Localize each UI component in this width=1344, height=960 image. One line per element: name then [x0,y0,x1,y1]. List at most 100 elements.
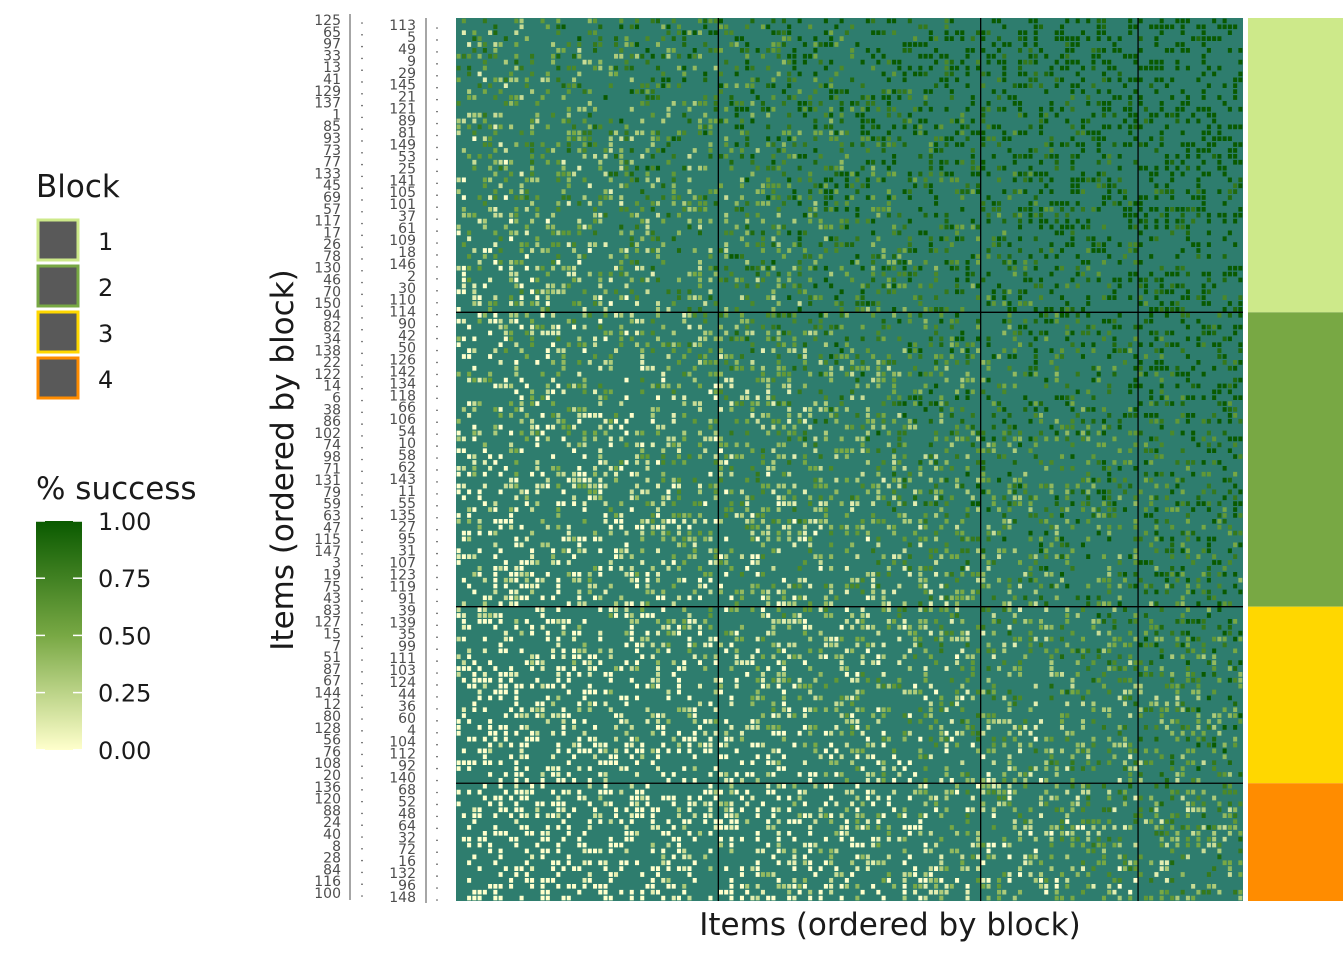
row-label-dot [436,254,438,256]
row-label-dot [361,682,363,685]
row-label: 27 [398,520,416,536]
row-label: 33 [323,48,341,64]
row-label: 96 [398,878,416,894]
row-label-dot [361,859,363,862]
row-label-dot [361,623,363,626]
row-label: 116 [314,874,341,890]
row-label: 134 [389,376,416,392]
row-label: 59 [323,497,341,513]
row-label-dot [361,588,363,591]
row-label-dot [361,871,363,874]
row-label-dot [361,612,363,614]
row-label-dot [436,636,438,639]
row-label: 5 [407,30,416,46]
row-label-dot [361,529,363,532]
block-sidebar-1 [1248,18,1343,313]
row-label-dot [436,743,438,746]
row-label: 43 [323,591,341,607]
row-label-dot [361,116,363,119]
block-legend-swatch-4 [36,356,80,400]
row-label-dot [436,170,438,173]
row-label: 88 [323,803,341,819]
row-label: 137 [314,96,341,112]
row-label: 92 [398,759,416,775]
y-axis-title: Items (ordered by block) [265,269,301,650]
row-label-dot [361,564,363,567]
row-label-dot [361,151,363,154]
row-label: 47 [323,520,341,536]
row-label-dot [361,482,363,484]
row-label-dot [436,803,438,806]
row-label: 78 [323,249,341,265]
row-label-dot [436,122,438,125]
row-label: 149 [389,137,416,153]
row-label-dot [361,505,363,508]
row-label: 44 [398,687,416,703]
row-label: 32 [398,830,416,846]
row-label-dot [436,433,438,435]
row-label-dot [436,887,438,889]
block-sidebar [1248,18,1343,901]
row-label-dot [436,397,438,400]
row-label-dot [361,269,363,272]
block-legend-title: Block [36,169,120,205]
row-label-dot [361,576,363,579]
row-label: 14 [323,379,341,395]
row-label-dot [361,671,363,673]
row-label: 86 [323,414,341,430]
row-label: 46 [323,273,341,289]
row-label: 37 [398,209,416,225]
row-label-dot [436,146,438,149]
row-label-dot [361,376,363,378]
row-label-dot [361,423,363,425]
row-label-dot [436,469,438,471]
row-label: 65 [323,25,341,41]
row-label: 2 [407,269,416,285]
row-label: 104 [389,735,416,751]
row-label: 26 [323,237,341,253]
block-legend-label-1: 1 [98,228,113,256]
row-label-dot [361,458,363,461]
row-label: 29 [398,66,416,82]
success-legend-title: % success [36,471,197,507]
row-label: 131 [314,473,341,489]
row-label-dot [436,74,438,77]
row-label: 81 [398,126,416,142]
row-label: 57 [323,202,341,218]
row-label: 82 [323,320,341,336]
row-label-dot [436,720,438,722]
row-label: 133 [314,166,341,182]
row-label-dot [436,230,438,232]
row-label-dot [436,86,438,89]
row-label: 95 [398,532,416,548]
row-label-dot [436,63,438,65]
row-label-dot [361,812,363,815]
row-label-dot [361,895,363,897]
row-label-dot [361,494,363,496]
row-label: 125 [314,13,341,29]
row-label: 64 [398,818,416,834]
row-label: 73 [323,143,341,159]
block-legend-label-4: 4 [98,366,113,394]
row-label: 103 [389,663,416,679]
row-label-dot [361,293,363,296]
row-label-dot [361,824,363,827]
row-label: 121 [389,102,416,118]
row-label: 127 [314,615,341,631]
row-label: 106 [389,412,416,428]
row-label: 24 [323,815,341,831]
row-label-dot [361,317,363,319]
row-label-dot [361,435,363,437]
row-label: 109 [389,233,416,249]
row-label-dot [361,387,363,390]
row-label-dot [436,218,438,220]
row-label-dot [436,134,438,137]
row-label-dot [361,22,363,24]
row-label: 141 [389,173,416,189]
success-tick-label: 0.50 [98,622,151,650]
row-label: 97 [323,37,341,53]
row-label-dot [361,399,363,402]
row-label-dot [361,340,363,343]
row-label: 67 [323,674,341,690]
row-label-dot [436,851,438,854]
